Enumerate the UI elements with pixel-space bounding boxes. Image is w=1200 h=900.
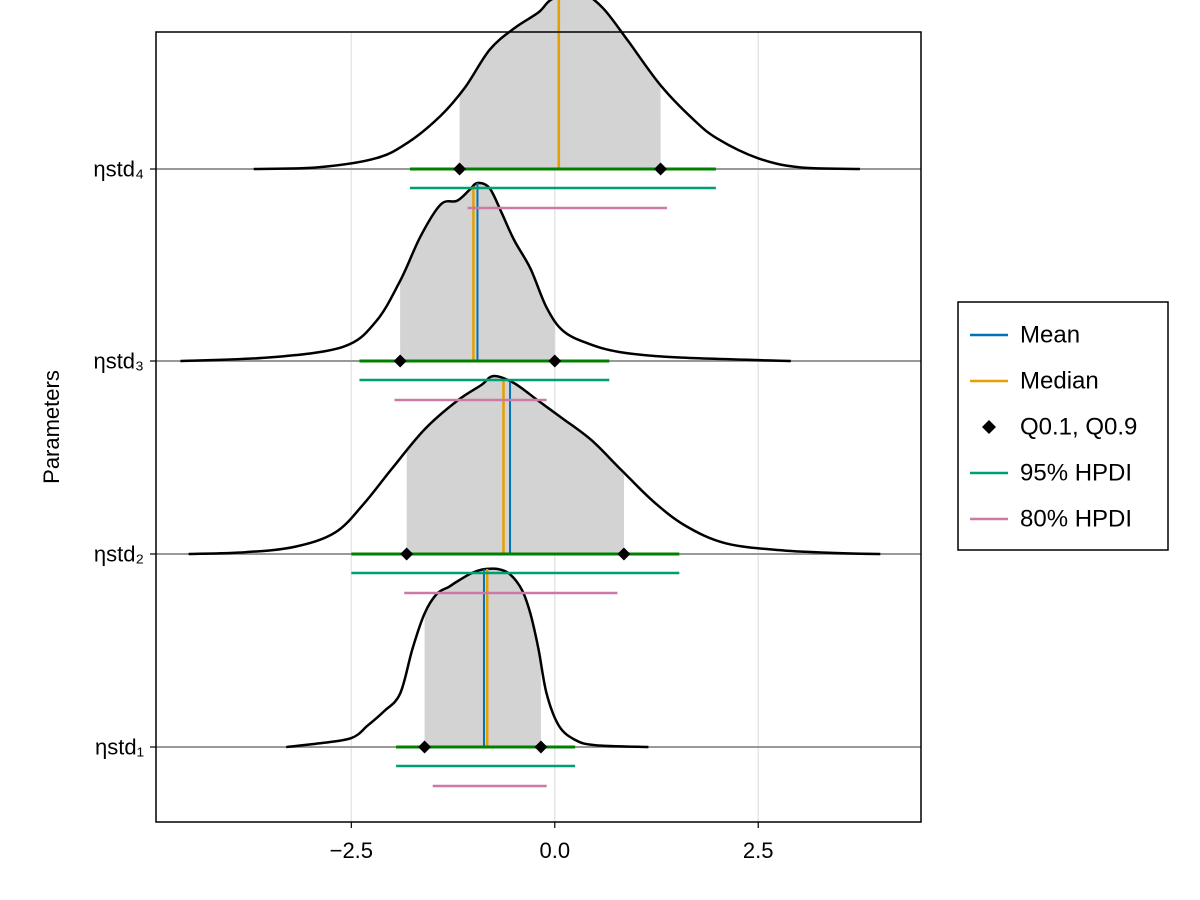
quantile-marker bbox=[400, 547, 414, 561]
quantile-marker bbox=[453, 162, 467, 176]
legend-item: 95% HPDI bbox=[970, 460, 1132, 487]
quantile-marker bbox=[654, 162, 668, 176]
parameter-row bbox=[156, 0, 921, 210]
legend-label: Median bbox=[1020, 368, 1099, 395]
y-tick-label: ηstd₄ bbox=[93, 157, 144, 182]
quantile-marker bbox=[548, 354, 562, 368]
legend-item: Q0.1, Q0.9 bbox=[982, 414, 1137, 441]
x-tick-label: −2.5 bbox=[330, 838, 373, 863]
density-curve bbox=[180, 181, 791, 363]
x-tick-label: 2.5 bbox=[743, 838, 774, 863]
y-tick-label: ηstd₁ bbox=[95, 735, 144, 760]
parameter-row bbox=[156, 567, 921, 788]
y-axis-label: Parameters bbox=[39, 370, 64, 484]
legend-item: Median bbox=[970, 368, 1099, 395]
density-curve bbox=[188, 374, 881, 556]
legend-item: 80% HPDI bbox=[970, 506, 1132, 533]
legend: Mean Median Q0.1, Q0.9 95% HPDI 80% HPDI bbox=[957, 301, 1169, 551]
density-curve bbox=[253, 0, 861, 171]
quantile-marker bbox=[617, 547, 631, 561]
y-tick-label: ηstd₃ bbox=[93, 349, 144, 374]
plot-frame bbox=[155, 31, 922, 823]
density-shaded-area bbox=[406, 376, 624, 554]
parameter-row bbox=[156, 181, 921, 402]
legend-item: Mean bbox=[970, 322, 1080, 349]
quantile-marker bbox=[534, 740, 548, 754]
legend-label: Q0.1, Q0.9 bbox=[1020, 414, 1137, 441]
quantile-marker bbox=[418, 740, 432, 754]
legend-label: Mean bbox=[1020, 322, 1080, 349]
quantile-marker bbox=[393, 354, 407, 368]
x-axis: −2.5 0.0 2.5 bbox=[330, 822, 774, 863]
y-axis: ηstd₁ ηstd₂ ηstd₃ ηstd₄ bbox=[93, 157, 156, 760]
parameter-rows bbox=[156, 0, 921, 788]
parameter-row bbox=[156, 374, 921, 595]
legend-label: 80% HPDI bbox=[1020, 506, 1132, 533]
x-tick-label: 0.0 bbox=[539, 838, 570, 863]
density-shaded-area bbox=[424, 569, 541, 747]
legend-swatch-marker bbox=[982, 420, 996, 434]
legend-label: 95% HPDI bbox=[1020, 460, 1132, 487]
y-tick-label: ηstd₂ bbox=[94, 542, 144, 567]
